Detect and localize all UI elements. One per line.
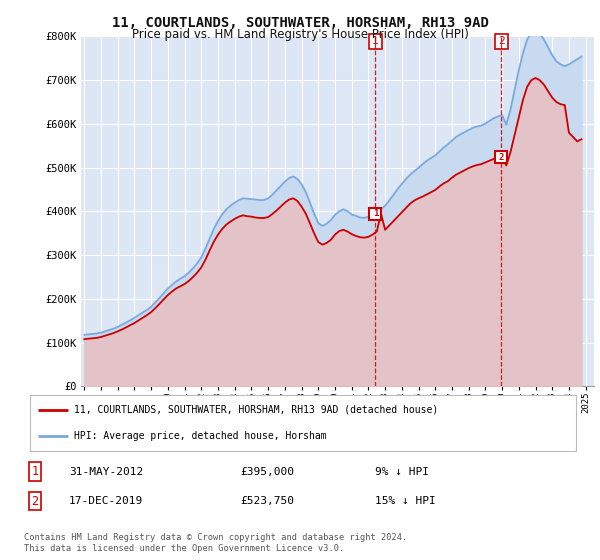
Text: 2: 2	[498, 36, 505, 46]
Text: 1: 1	[31, 465, 38, 478]
Text: Price paid vs. HM Land Registry's House Price Index (HPI): Price paid vs. HM Land Registry's House …	[131, 28, 469, 41]
Text: 11, COURTLANDS, SOUTHWATER, HORSHAM, RH13 9AD: 11, COURTLANDS, SOUTHWATER, HORSHAM, RH1…	[112, 16, 488, 30]
Text: 9% ↓ HPI: 9% ↓ HPI	[375, 466, 429, 477]
Text: 1: 1	[372, 36, 379, 46]
Text: £523,750: £523,750	[240, 496, 294, 506]
Text: 2: 2	[31, 494, 38, 508]
Text: 15% ↓ HPI: 15% ↓ HPI	[375, 496, 436, 506]
Text: 1: 1	[373, 209, 378, 218]
Text: HPI: Average price, detached house, Horsham: HPI: Average price, detached house, Hors…	[74, 431, 326, 441]
Text: 17-DEC-2019: 17-DEC-2019	[69, 496, 143, 506]
Text: 31-MAY-2012: 31-MAY-2012	[69, 466, 143, 477]
Text: Contains HM Land Registry data © Crown copyright and database right 2024.
This d: Contains HM Land Registry data © Crown c…	[24, 533, 407, 553]
Text: £395,000: £395,000	[240, 466, 294, 477]
Text: 11, COURTLANDS, SOUTHWATER, HORSHAM, RH13 9AD (detached house): 11, COURTLANDS, SOUTHWATER, HORSHAM, RH1…	[74, 405, 438, 415]
Text: 2: 2	[499, 153, 504, 162]
